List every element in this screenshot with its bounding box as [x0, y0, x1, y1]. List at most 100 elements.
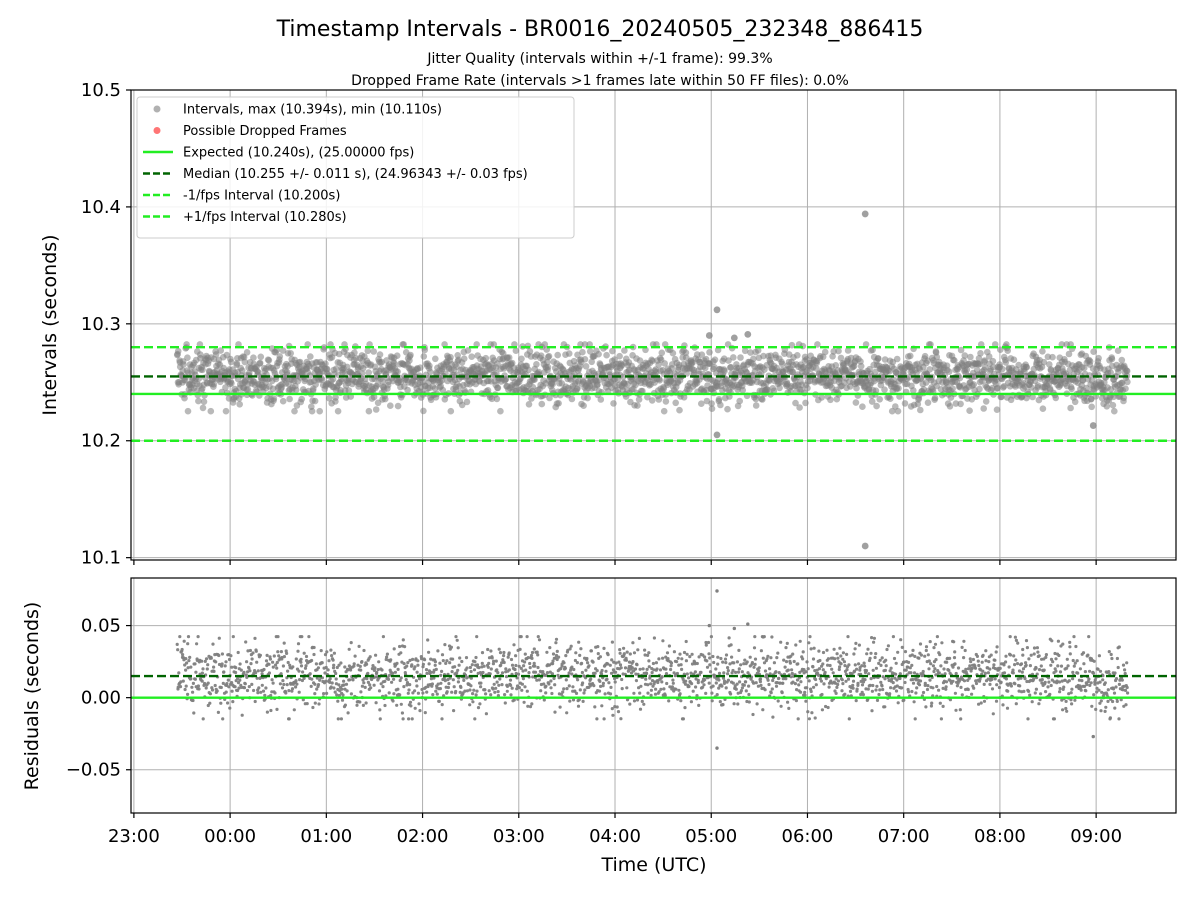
- residual-point: [405, 683, 409, 687]
- residual-point: [860, 664, 864, 668]
- residual-point: [459, 685, 463, 690]
- residual-point: [986, 671, 991, 675]
- residual-point: [1073, 698, 1077, 702]
- residual-point: [710, 699, 714, 703]
- residual-point: [600, 704, 604, 708]
- residual-point: [366, 680, 370, 685]
- interval-point: [238, 367, 246, 374]
- residual-point: [1079, 686, 1083, 690]
- residual-point: [723, 657, 728, 661]
- residual-point: [847, 663, 851, 667]
- residual-point: [894, 672, 898, 676]
- residual-point: [660, 675, 664, 679]
- residual-point: [294, 685, 298, 689]
- residual-point: [189, 665, 193, 669]
- residual-point: [1099, 699, 1103, 703]
- residual-point: [324, 679, 328, 683]
- residual-point: [994, 650, 998, 654]
- interval-point: [497, 407, 504, 415]
- residual-point: [744, 689, 748, 693]
- residual-point: [245, 660, 249, 664]
- residual-point: [619, 666, 623, 670]
- residual-point: [846, 677, 851, 681]
- residual-point: [390, 680, 394, 684]
- residual-point: [197, 687, 201, 691]
- residual-point: [276, 635, 280, 639]
- residual-point: [1034, 666, 1038, 670]
- residual-point: [1072, 664, 1076, 668]
- interval-point: [946, 403, 954, 410]
- residual-point: [335, 693, 339, 697]
- residual-point: [614, 661, 618, 665]
- residual-point: [1103, 709, 1107, 714]
- residual-point: [415, 670, 419, 674]
- residual-point: [724, 686, 728, 690]
- residual-point: [480, 661, 484, 666]
- residual-point: [672, 650, 677, 654]
- residual-point: [779, 704, 783, 708]
- residual-point: [515, 687, 519, 691]
- residual-point: [186, 692, 190, 697]
- residual-point: [247, 685, 251, 689]
- interval-point: [241, 358, 249, 366]
- residual-point: [806, 710, 810, 714]
- residual-point: [464, 656, 469, 660]
- residual-point: [1112, 691, 1117, 695]
- residual-point: [651, 661, 656, 666]
- residual-point: [328, 677, 332, 681]
- residual-point: [544, 691, 548, 695]
- residual-point: [488, 672, 492, 676]
- interval-point: [505, 354, 513, 361]
- residual-point: [1022, 689, 1026, 694]
- residual-point: [833, 657, 837, 661]
- residual-point: [1098, 701, 1102, 705]
- residual-point: [993, 667, 998, 671]
- residual-point: [894, 661, 898, 665]
- residual-point: [1078, 667, 1082, 671]
- residual-point: [631, 641, 635, 645]
- residual-point: [839, 654, 843, 658]
- residual-point: [663, 693, 667, 697]
- residual-point: [1095, 690, 1099, 694]
- interval-point: [639, 387, 646, 395]
- residual-point: [519, 666, 523, 671]
- residual-point: [185, 661, 189, 665]
- residual-point: [622, 646, 626, 650]
- interval-point: [512, 347, 520, 355]
- interval-point: [338, 378, 346, 385]
- residual-point: [781, 681, 785, 685]
- legend-label: +1/fps Interval (10.280s): [183, 210, 347, 225]
- interval-point: [717, 401, 724, 409]
- residual-point: [823, 670, 827, 675]
- residual-point: [275, 707, 279, 712]
- residual-point: [190, 685, 194, 689]
- residual-point: [636, 648, 640, 652]
- residual-point: [722, 681, 727, 686]
- residual-point: [563, 666, 568, 670]
- residual-point: [631, 660, 635, 664]
- interval-outlier-point: [1089, 422, 1097, 429]
- residual-point: [891, 635, 896, 639]
- residual-point: [226, 678, 230, 682]
- residual-point: [1033, 691, 1037, 695]
- residual-point: [809, 647, 813, 651]
- residual-point: [239, 668, 243, 672]
- residual-point: [409, 704, 413, 708]
- residual-point: [709, 635, 714, 639]
- residual-point: [602, 646, 606, 651]
- residual-point: [489, 667, 493, 671]
- residual-point: [551, 662, 555, 666]
- residual-point: [609, 671, 614, 675]
- residual-point: [715, 693, 719, 697]
- interval-point: [893, 355, 901, 363]
- residual-point: [753, 662, 757, 667]
- legend-marker: [153, 105, 161, 113]
- residual-point: [1039, 664, 1043, 668]
- interval-point: [525, 366, 532, 374]
- interval-point: [888, 407, 896, 415]
- residual-point: [932, 669, 936, 674]
- residual-point: [888, 692, 892, 696]
- legend-marker: [153, 127, 161, 134]
- residual-point: [358, 664, 362, 669]
- residual-point: [423, 658, 427, 662]
